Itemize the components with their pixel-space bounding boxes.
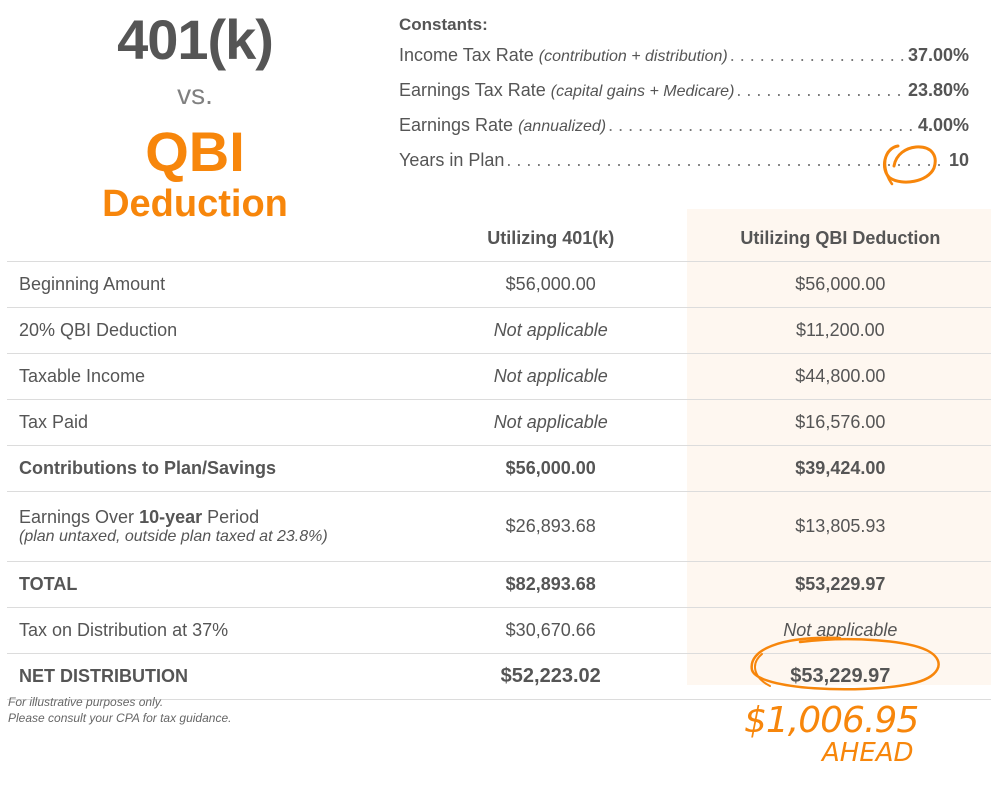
row-label: 20% QBI Deduction [7, 307, 412, 354]
cell-qbi: $44,800.00 [689, 353, 991, 400]
row-label: Contributions to Plan/Savings [7, 445, 412, 492]
constant-note: (capital gains + Medicare) [550, 83, 735, 100]
cell-401k: Not applicable [411, 307, 690, 354]
constant-years-in-plan: Years in Plan 10 [399, 143, 969, 178]
disclaimer-line-1: For illustrative purposes only. [8, 695, 164, 709]
row-label-post: Period [202, 507, 260, 527]
constant-label: Years in Plan [399, 150, 505, 170]
dot-leader [730, 38, 906, 73]
constant-label: Income Tax Rate [399, 45, 534, 65]
dot-leader [736, 73, 906, 108]
constant-earnings-rate: Earnings Rate (annualized) 4.00% [399, 108, 969, 143]
table-row-total: TOTAL $82,893.68 $53,229.97 [7, 561, 991, 608]
cell-401k: $30,670.66 [411, 607, 690, 654]
cell-qbi: $53,229.97 [689, 653, 991, 700]
cell-401k: $26,893.68 [411, 491, 690, 562]
table-row-taxable-income: Taxable Income Not applicable $44,800.00 [7, 353, 991, 400]
header-blank [7, 216, 412, 262]
cell-qbi: $11,200.00 [689, 307, 991, 354]
cell-qbi: $53,229.97 [689, 561, 991, 608]
constant-note: (contribution + distribution) [538, 48, 728, 65]
savings-amount-annotation: $1,006.95 [744, 700, 919, 741]
table-row-tax-on-distribution: Tax on Distribution at 37% $30,670.66 No… [7, 607, 991, 654]
row-label-pre: Earnings Over [19, 507, 140, 527]
dot-leader [608, 108, 916, 143]
table-header-row: Utilizing 401(k) Utilizing QBI Deduction [7, 216, 991, 262]
header-qbi: Utilizing QBI Deduction [689, 216, 991, 262]
constant-note: (annualized) [518, 118, 607, 135]
cell-401k: $52,223.02 [411, 653, 690, 700]
constant-value: 23.80% [907, 80, 969, 100]
row-label: Tax on Distribution at 37% [7, 607, 412, 654]
constants-panel: Constants: Income Tax Rate (contribution… [399, 12, 969, 178]
constant-value: 4.00% [917, 115, 969, 135]
constant-label: Earnings Tax Rate [399, 80, 546, 100]
header-401k: Utilizing 401(k) [411, 216, 690, 262]
cell-401k: Not applicable [411, 353, 690, 400]
row-label: Tax Paid [7, 399, 412, 446]
constant-label: Earnings Rate [399, 115, 514, 135]
title-qbi: QBI [145, 120, 245, 183]
row-label: Taxable Income [7, 353, 412, 400]
constant-value: 37.00% [907, 45, 969, 65]
cell-401k: Not applicable [411, 399, 690, 446]
row-label: TOTAL [7, 561, 412, 608]
disclaimer: For illustrative purposes only. Please c… [8, 694, 231, 726]
cell-qbi: $16,576.00 [689, 399, 991, 446]
cell-qbi: $56,000.00 [689, 261, 991, 308]
cell-qbi: $39,424.00 [689, 445, 991, 492]
table-row-beginning-amount: Beginning Amount $56,000.00 $56,000.00 [7, 261, 991, 308]
title-401k: 401(k) [117, 8, 274, 71]
constant-income-tax-rate: Income Tax Rate (contribution + distribu… [399, 38, 969, 73]
cell-qbi: Not applicable [689, 607, 991, 654]
cell-401k: $56,000.00 [411, 261, 690, 308]
row-label: Beginning Amount [7, 261, 412, 308]
cell-401k: $82,893.68 [411, 561, 690, 608]
table-row-net-distribution: NET DISTRIBUTION $52,223.02 $53,229.97 [7, 653, 991, 700]
table-row-qbi-deduction: 20% QBI Deduction Not applicable $11,200… [7, 307, 991, 354]
constants-heading: Constants: [399, 15, 488, 34]
row-label: NET DISTRIBUTION [7, 653, 412, 700]
ahead-annotation: AHEAD [822, 738, 914, 768]
table-row-earnings: Earnings Over 10-year Period (plan untax… [7, 491, 991, 562]
constant-earnings-tax-rate: Earnings Tax Rate (capital gains + Medic… [399, 73, 969, 108]
constant-value: 10 [948, 150, 969, 170]
title-vs: vs. [177, 79, 213, 110]
row-label: Earnings Over 10-year Period (plan untax… [7, 491, 412, 562]
dot-leader [506, 143, 947, 178]
comparison-table: Utilizing 401(k) Utilizing QBI Deduction… [7, 216, 991, 700]
cell-401k: $56,000.00 [411, 445, 690, 492]
row-label-years: 10-year [139, 507, 203, 527]
row-sublabel: (plan untaxed, outside plan taxed at 23.… [19, 528, 328, 545]
table-row-tax-paid: Tax Paid Not applicable $16,576.00 [7, 399, 991, 446]
cell-qbi: $13,805.93 [689, 491, 991, 562]
disclaimer-line-2: Please consult your CPA for tax guidance… [8, 711, 232, 725]
table-row-contributions: Contributions to Plan/Savings $56,000.00… [7, 445, 991, 492]
